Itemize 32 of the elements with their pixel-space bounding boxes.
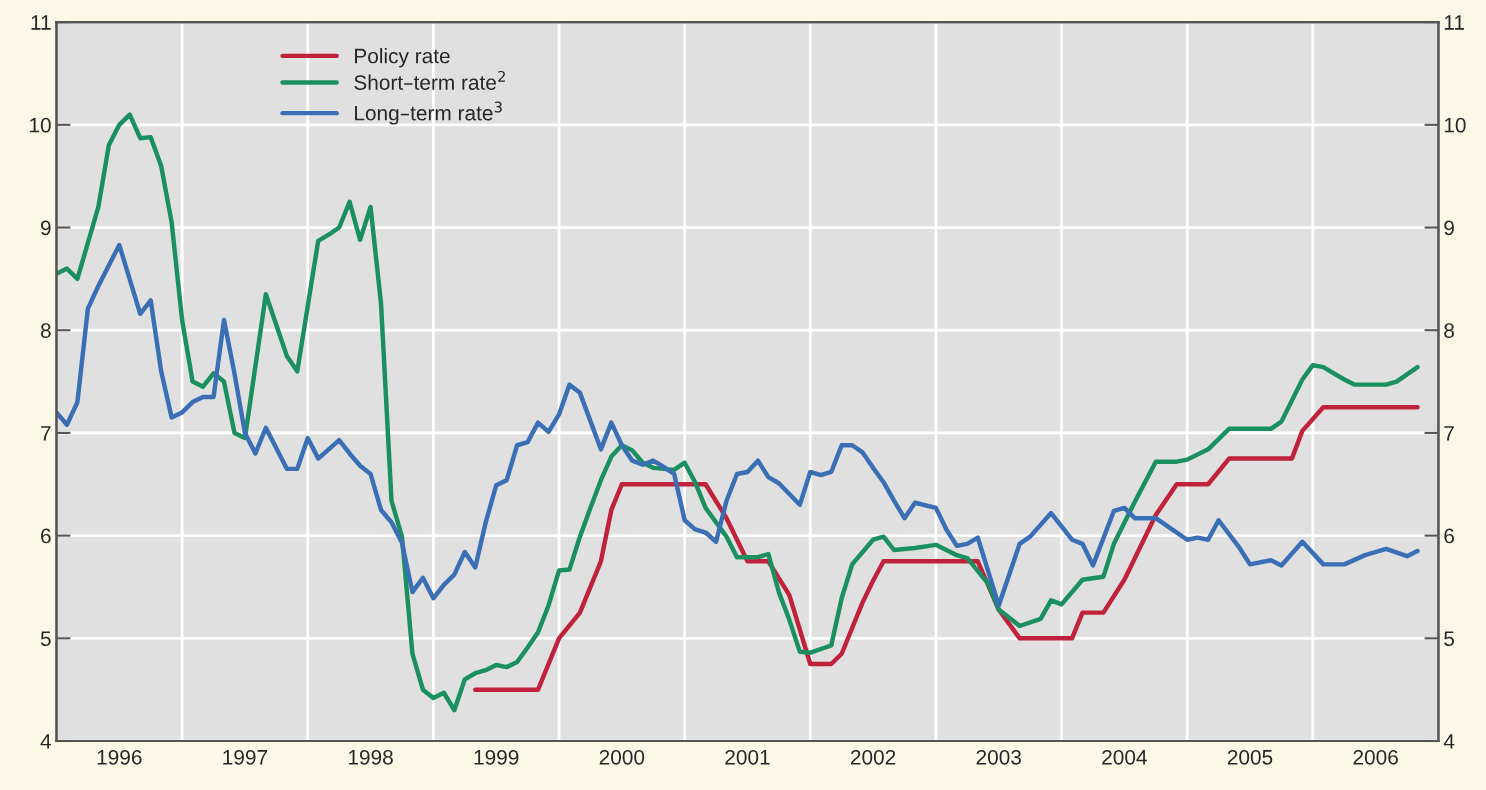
y2-tick-label: 8 — [1444, 323, 1454, 338]
y-tick-label: 11 — [31, 15, 51, 30]
y2-tick-label: 6 — [1444, 528, 1454, 544]
x-tick-label: 2002 — [850, 749, 896, 765]
x-tick-label: 2001 — [725, 749, 770, 765]
y2-tick-label: 9 — [1444, 220, 1454, 236]
y-tick-label: 8 — [40, 323, 51, 338]
y-tick-label: 9 — [41, 220, 51, 236]
x-tick-label: 2006 — [1353, 749, 1398, 765]
legend-label: Policy rate — [355, 48, 450, 68]
x-tick-label: 1998 — [348, 749, 393, 765]
y-tick-label: 4 — [40, 734, 51, 749]
x-tick-label: 1999 — [474, 749, 519, 765]
line-series — [473, 405, 1420, 692]
y2-tick-label: 7 — [1444, 426, 1454, 441]
x-tick-label: 1996 — [97, 749, 142, 765]
y-tick-label: 10 — [30, 117, 51, 133]
legend-label: Long–term rate$^{3}$ — [355, 101, 502, 125]
x-tick-label: 1997 — [223, 749, 268, 765]
x-tick-label: 2000 — [599, 749, 645, 765]
x-tick-label: 2004 — [1102, 749, 1147, 765]
y2-tick-label: 5 — [1444, 631, 1455, 647]
line-series — [56, 242, 1420, 608]
legend-label: Short–term rate$^{2}$ — [354, 70, 505, 90]
y2-tick-label: 10 — [1444, 117, 1466, 133]
x-tick-label: 2003 — [976, 749, 1021, 765]
y-tick-label: 5 — [40, 631, 51, 647]
y-tick-label: 6 — [41, 528, 51, 544]
y2-tick-label: 11 — [1444, 15, 1464, 30]
y2-tick-label: 4 — [1443, 734, 1455, 749]
y-tick-label: 7 — [41, 426, 51, 441]
x-tick-label: 2005 — [1227, 749, 1273, 765]
